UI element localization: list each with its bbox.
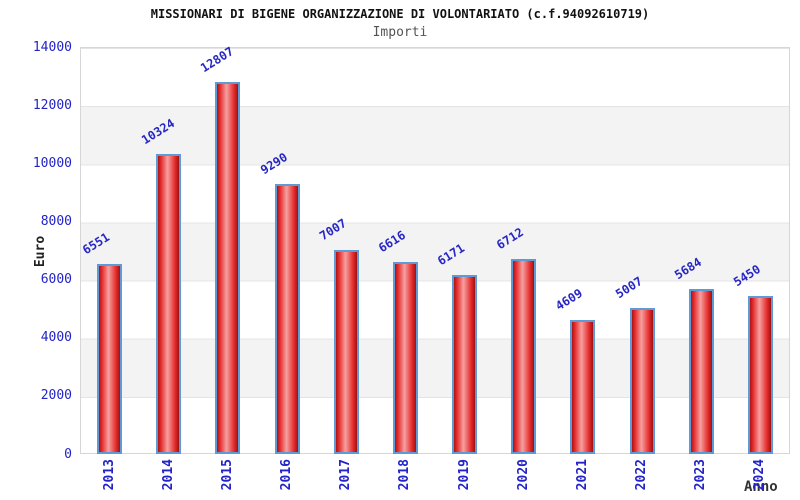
bar-2020 bbox=[511, 258, 537, 454]
x-axis-title: Anno bbox=[744, 479, 778, 495]
bar-2014 bbox=[156, 153, 182, 454]
x-tick-label: 2013 bbox=[101, 459, 117, 491]
x-tick-label: 2019 bbox=[456, 459, 472, 491]
y-tick-label: 8000 bbox=[40, 213, 72, 229]
bar-2019 bbox=[452, 274, 478, 454]
bar-2021 bbox=[570, 320, 596, 454]
x-tick-label: 2021 bbox=[574, 459, 590, 491]
y-tick-label: 12000 bbox=[32, 97, 72, 113]
x-tick-label: 2016 bbox=[279, 459, 295, 491]
x-tick-label: 2014 bbox=[160, 459, 176, 491]
bar-2023 bbox=[688, 288, 714, 454]
x-tick-label: 2015 bbox=[219, 459, 235, 491]
bar-2022 bbox=[629, 308, 655, 454]
bar-2018 bbox=[392, 261, 418, 454]
bar-2017 bbox=[333, 250, 359, 454]
bar-2024 bbox=[747, 295, 773, 454]
plot-area bbox=[80, 47, 790, 454]
chart-title: MISSIONARI DI BIGENE ORGANIZZAZIONE DI V… bbox=[150, 7, 650, 21]
chart-subtitle: Importi bbox=[372, 25, 428, 40]
x-tick-label: 2022 bbox=[634, 459, 650, 491]
x-tick-label: 2017 bbox=[338, 459, 354, 491]
x-tick-label: 2023 bbox=[693, 459, 709, 491]
y-tick-label: 6000 bbox=[40, 272, 72, 288]
bar-2015 bbox=[215, 81, 241, 454]
y-tick-label: 4000 bbox=[40, 330, 72, 346]
y-tick-label: 0 bbox=[64, 446, 72, 462]
x-tick-label: 2018 bbox=[397, 459, 413, 491]
y-tick-label: 2000 bbox=[40, 388, 72, 404]
bar-2013 bbox=[97, 263, 123, 454]
y-axis-title: Euro bbox=[33, 235, 49, 268]
y-tick-label: 14000 bbox=[32, 39, 72, 55]
x-tick-label: 2020 bbox=[515, 459, 531, 491]
bar-2016 bbox=[274, 183, 300, 454]
y-tick-label: 10000 bbox=[32, 155, 72, 171]
x-tick-label: 2024 bbox=[752, 459, 768, 491]
